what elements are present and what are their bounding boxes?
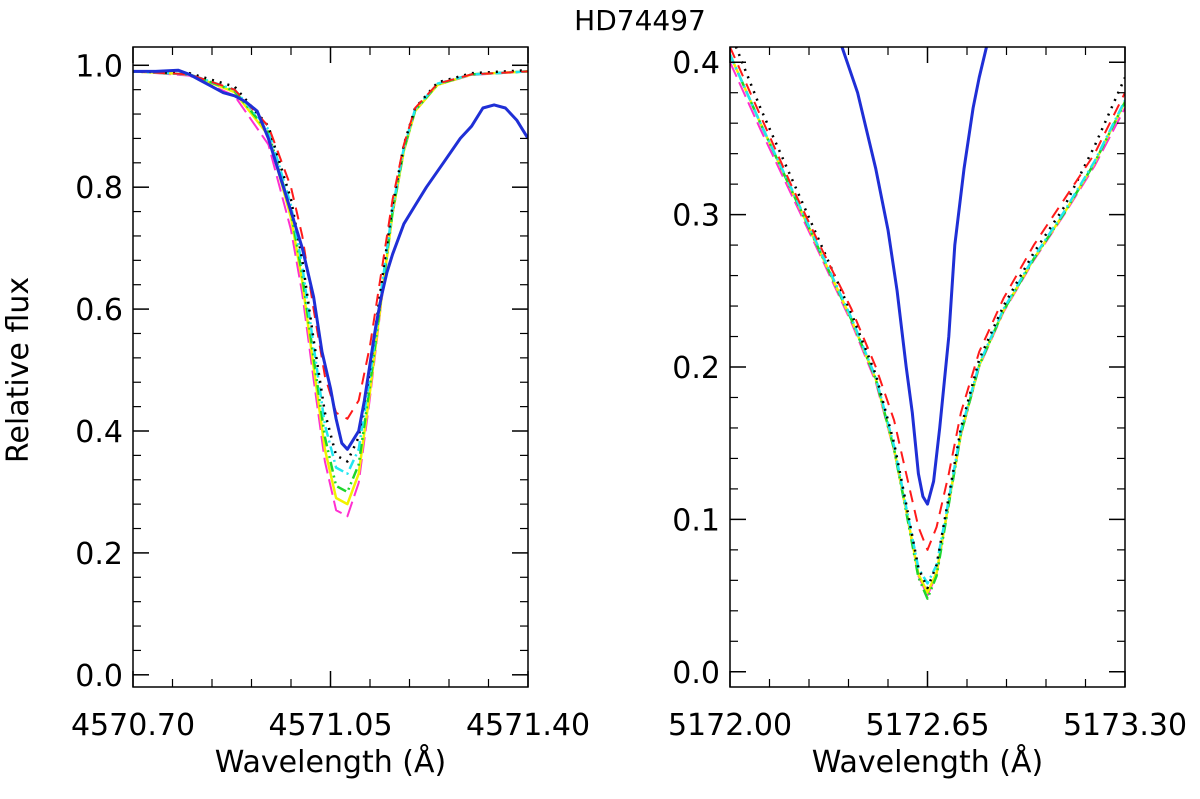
series-line-model-cyan [730, 54, 1125, 585]
left-panel-plot: 4570.70 4571.05 4571.40 Wavelength (Å) 0.0 0.… [71, 46, 590, 780]
y-tick-label: 0.0 [75, 659, 123, 694]
series-line-observed [133, 68, 528, 451]
y-tick-label: 0.2 [75, 537, 123, 572]
x-tick-label: 5172.65 [865, 708, 989, 743]
series-line-model-cyan [133, 70, 528, 475]
series-group-0 [133, 68, 528, 518]
x-axis-title: Wavelength (Å) [812, 744, 1043, 780]
y-tick-label: 0.3 [672, 199, 720, 234]
y-tick-label: 0.4 [75, 415, 123, 450]
series-group-1 [730, 47, 1125, 600]
y-tick-label: 0.6 [75, 293, 123, 328]
x-tick-label: 4571.05 [268, 708, 392, 743]
series-line-observed [840, 47, 989, 506]
y-tick-label: 1.0 [75, 49, 123, 84]
series-line-model-green [133, 70, 528, 494]
series-line-model-red [730, 47, 1125, 551]
series-line-model-black [734, 47, 1125, 590]
x-tick-label: 4570.70 [71, 708, 195, 743]
series-line-model-black [133, 68, 528, 463]
series-line-model-yellow [730, 54, 1125, 594]
y-axis-title: Relative flux [1, 277, 36, 463]
series-line-model-yellow [133, 70, 528, 506]
plot-frame [132, 46, 529, 688]
y-tick-label: 0.4 [672, 46, 720, 81]
x-tick-label: 5172.00 [668, 708, 792, 743]
series-line-model-green [730, 54, 1125, 600]
series-line-model-red [133, 70, 528, 420]
x-axis-title: Wavelength (Å) [215, 744, 446, 780]
y-tick-label: 0.0 [672, 656, 720, 691]
y-tick-label: 0.1 [672, 503, 720, 538]
figure-title: HD74497 [574, 4, 706, 37]
y-tick-label: 0.2 [672, 351, 720, 386]
x-tick-label: 4571.40 [466, 708, 590, 743]
y-tick-label: 0.8 [75, 171, 123, 206]
right-panel-plot: 5172.00 5172.65 5173.30 Wavelength (Å) 0.0 0.… [668, 46, 1187, 780]
x-tick-label: 5173.30 [1063, 708, 1187, 743]
series-line-model-magenta [730, 61, 1125, 597]
